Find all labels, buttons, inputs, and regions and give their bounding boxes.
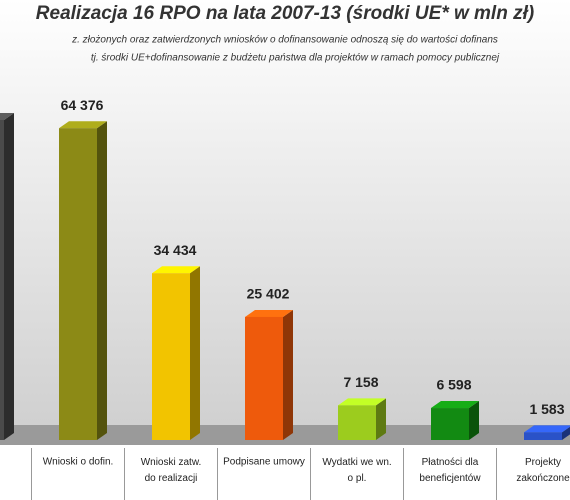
subtitle: z. złożonych oraz zatwierdzonych wnioskó…	[71, 35, 498, 46]
value-label: 25 402	[247, 286, 290, 302]
x-tick-label: Projekty zakończone	[516, 457, 570, 484]
value-label: 6 598	[436, 377, 471, 393]
bar	[152, 273, 190, 440]
value-label: 64 376	[61, 97, 104, 113]
x-tick-label: Płatności dla beneficjentów	[419, 457, 481, 484]
value-label: 7 158	[343, 374, 378, 390]
bar-side	[469, 401, 479, 440]
bar	[245, 316, 283, 440]
bar	[524, 432, 562, 440]
bar-top	[524, 425, 570, 433]
bar-side	[4, 113, 14, 440]
bar	[338, 405, 376, 440]
bar-side	[562, 426, 570, 440]
value-label: 1 583	[529, 401, 564, 417]
chart-title: Realizacja 16 RPO na lata 2007-13 (środk…	[36, 3, 534, 24]
value-label: 34 434	[154, 242, 197, 258]
bar-side	[190, 266, 200, 440]
bar-top	[152, 266, 200, 274]
bar-top	[59, 121, 107, 129]
bar	[59, 128, 97, 440]
bar-side	[97, 121, 107, 440]
bar-side	[283, 309, 293, 440]
bar	[0, 120, 4, 440]
x-tick-label: Wydatki we wn. o pl.	[322, 457, 391, 484]
bar	[431, 408, 469, 440]
x-tick-label: Wnioski o dofin.	[43, 457, 114, 468]
bar-top	[0, 113, 14, 120]
bar-top	[338, 398, 386, 406]
subtitle: tj. środki UE+dofinansowanie z budżetu p…	[91, 53, 500, 64]
bar-top	[245, 309, 293, 317]
x-tick-label: Podpisane umowy	[223, 457, 305, 468]
x-tick-label: Wnioski zatw. do realizacji	[141, 457, 202, 484]
bar-top	[431, 401, 479, 409]
bar-side	[376, 398, 386, 440]
